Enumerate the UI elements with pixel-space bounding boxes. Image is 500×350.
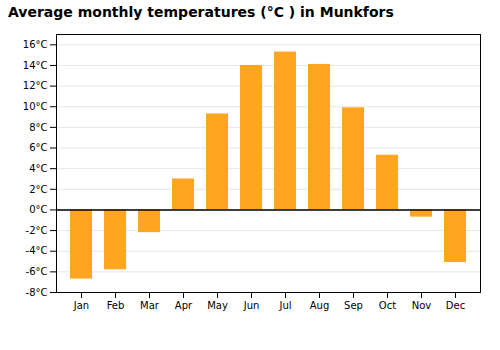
svg-text:-4°C: -4°C xyxy=(26,245,48,256)
svg-text:Nov: Nov xyxy=(412,300,432,311)
svg-text:Apr: Apr xyxy=(175,300,193,311)
svg-text:2°C: 2°C xyxy=(29,184,47,195)
svg-text:16°C: 16°C xyxy=(23,39,48,50)
svg-text:Jul: Jul xyxy=(278,300,291,311)
svg-text:Aug: Aug xyxy=(310,300,330,311)
svg-text:Jan: Jan xyxy=(73,300,89,311)
svg-text:6°C: 6°C xyxy=(29,142,47,153)
svg-text:14°C: 14°C xyxy=(23,60,48,71)
svg-text:Oct: Oct xyxy=(379,300,396,311)
svg-text:Feb: Feb xyxy=(107,300,125,311)
svg-text:-8°C: -8°C xyxy=(26,287,48,298)
svg-text:-2°C: -2°C xyxy=(26,225,48,236)
svg-text:Dec: Dec xyxy=(446,300,465,311)
svg-text:Jun: Jun xyxy=(243,300,260,311)
svg-text:Sep: Sep xyxy=(344,300,363,311)
svg-text:0°C: 0°C xyxy=(29,204,47,215)
svg-text:4°C: 4°C xyxy=(29,163,47,174)
html-text:Average monthly temperatures (: Average monthly temperatures (°C ) in Mu… xyxy=(8,4,394,20)
svg-text:-6°C: -6°C xyxy=(26,266,48,277)
svg-text:10°C: 10°C xyxy=(23,101,48,112)
svg-text:12°C: 12°C xyxy=(23,80,48,91)
svg-text:8°C: 8°C xyxy=(29,122,47,133)
svg-text:Mar: Mar xyxy=(140,300,160,311)
svg-text:May: May xyxy=(207,300,228,311)
